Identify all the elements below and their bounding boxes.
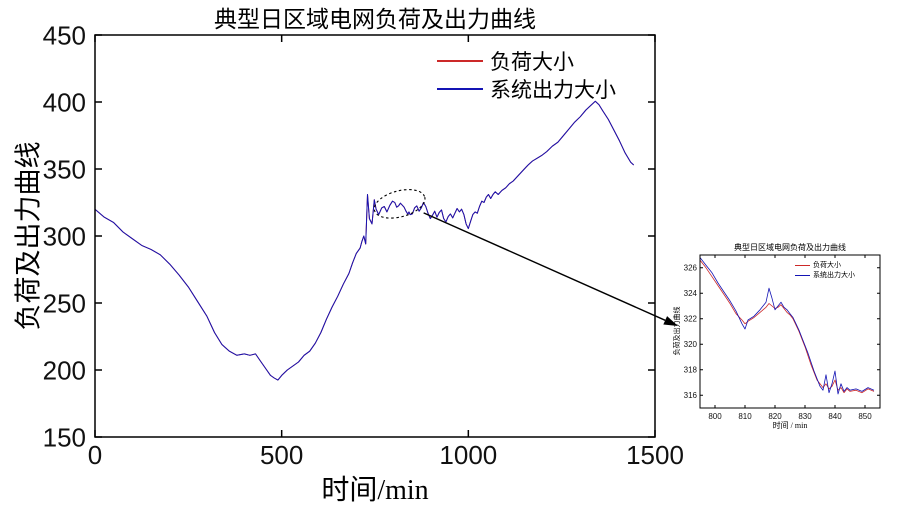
inset-y-axis-label: 负荷及出力曲线 — [673, 306, 681, 356]
inset-legend-item-output: 系统出力大小 — [795, 270, 855, 280]
svg-text:450: 450 — [43, 20, 86, 50]
legend-item-output: 系统出力大小 — [437, 75, 616, 103]
svg-text:322: 322 — [684, 315, 698, 324]
svg-text:1000: 1000 — [439, 440, 497, 470]
svg-text:1500: 1500 — [626, 440, 684, 470]
inset-load-line-swatch — [795, 264, 810, 266]
inset-legend-item-load: 负荷大小 — [795, 260, 855, 270]
svg-text:318: 318 — [684, 366, 698, 375]
svg-text:0: 0 — [88, 440, 102, 470]
svg-text:316: 316 — [684, 391, 698, 400]
svg-text:830: 830 — [798, 412, 812, 421]
svg-text:840: 840 — [828, 412, 842, 421]
svg-text:324: 324 — [684, 289, 698, 298]
svg-text:500: 500 — [260, 440, 303, 470]
svg-text:820: 820 — [768, 412, 782, 421]
svg-text:810: 810 — [738, 412, 752, 421]
inset-chart-title: 典型日区域电网负荷及出力曲线 — [734, 243, 846, 252]
svg-text:326: 326 — [684, 264, 698, 273]
svg-text:350: 350 — [43, 154, 86, 184]
svg-text:150: 150 — [43, 422, 86, 452]
svg-text:850: 850 — [858, 412, 872, 421]
main-legend: 负荷大小 系统出力大小 — [437, 47, 616, 103]
svg-text:320: 320 — [684, 340, 698, 349]
main-chart-title: 典型日区域电网负荷及出力曲线 — [214, 7, 536, 32]
svg-text:250: 250 — [43, 288, 86, 318]
svg-text:300: 300 — [43, 221, 86, 251]
load-legend-label: 负荷大小 — [490, 50, 574, 74]
main-y-axis-label: 负荷及出力曲线 — [13, 141, 44, 331]
output-legend-label: 系统出力大小 — [490, 78, 616, 102]
legend-item-load: 负荷大小 — [437, 47, 616, 75]
inset-output-line-swatch — [795, 274, 810, 276]
inset-output-legend-label: 系统出力大小 — [813, 271, 855, 279]
inset-x-axis-label: 时间 / min — [772, 421, 808, 430]
main-x-axis-label: 时间/min — [321, 475, 429, 506]
svg-text:800: 800 — [708, 412, 722, 421]
load-line-swatch — [437, 60, 483, 62]
output-line-swatch — [437, 88, 483, 90]
svg-text:400: 400 — [43, 87, 86, 117]
inset-load-legend-label: 负荷大小 — [813, 261, 841, 269]
svg-text:200: 200 — [43, 355, 86, 385]
inset-legend: 负荷大小 系统出力大小 — [795, 260, 855, 280]
